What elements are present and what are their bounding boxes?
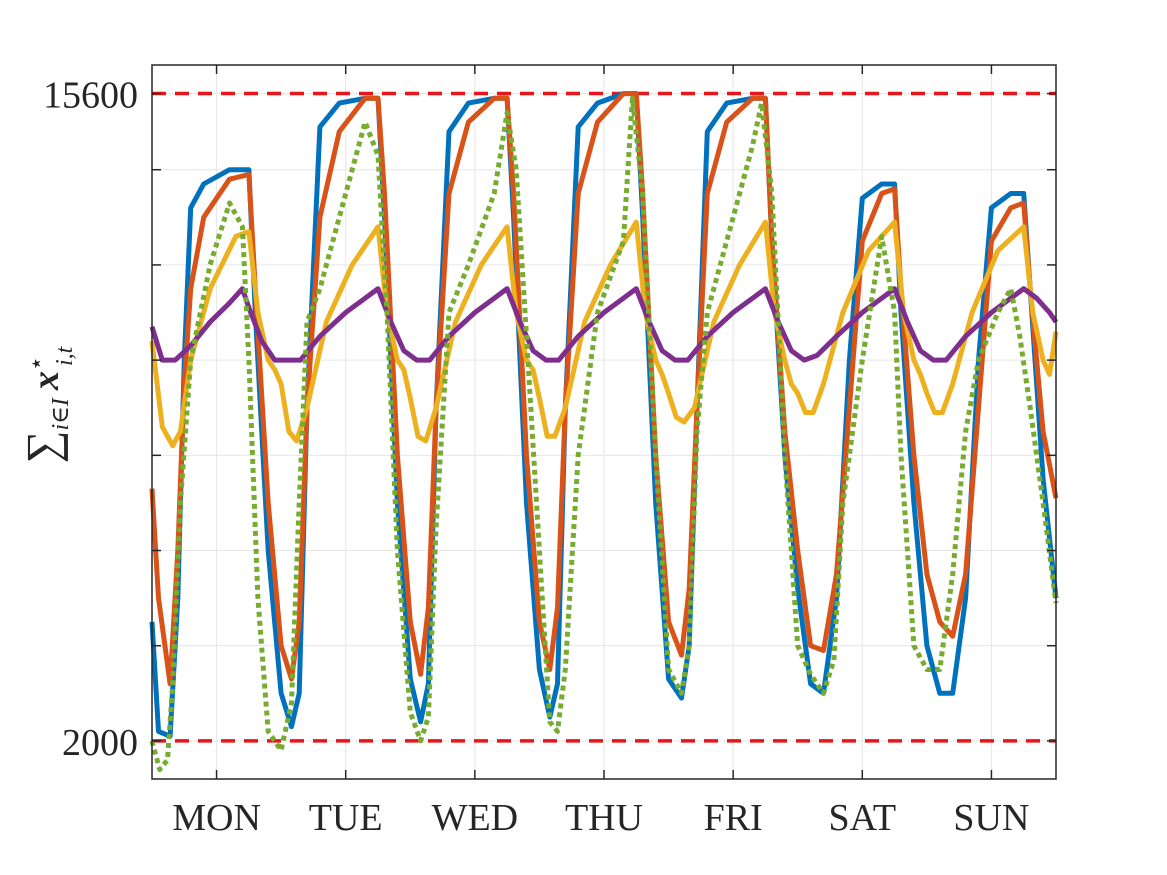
y-tick-label: 2000 [62,722,138,764]
x-tick-label: SUN [953,797,1029,839]
series-group [149,91,1059,772]
tick-labels: 15600 2000 MON TUE WED THU FRI SAT SUN [43,75,1029,839]
series-line-4 [149,286,1059,363]
x-tick-label: THU [565,797,643,839]
x-tick-label: TUE [309,797,383,839]
y-label-sup: ⋆ [24,356,50,371]
y-label-var: x [25,371,67,391]
axes [151,64,1057,780]
series-line-3 [149,219,1059,449]
y-tick-label: 15600 [43,75,138,117]
series-line-5 [149,95,1059,772]
x-tick-label: MON [172,797,261,839]
y-axis-label: ∑i∈I x⋆i,t [17,345,78,463]
y-label-sum: ∑ [17,431,68,464]
y-label-sub: i∈I [48,397,74,430]
x-tick-label: SAT [828,797,896,839]
reference-lines [152,91,1056,743]
x-tick-label: FRI [704,797,763,839]
x-tick-label: WED [432,797,519,839]
svg-text:∑i∈Ix⋆i,t: ∑i∈I x⋆i,t [17,345,78,463]
y-label-varsub: i,t [52,345,78,366]
